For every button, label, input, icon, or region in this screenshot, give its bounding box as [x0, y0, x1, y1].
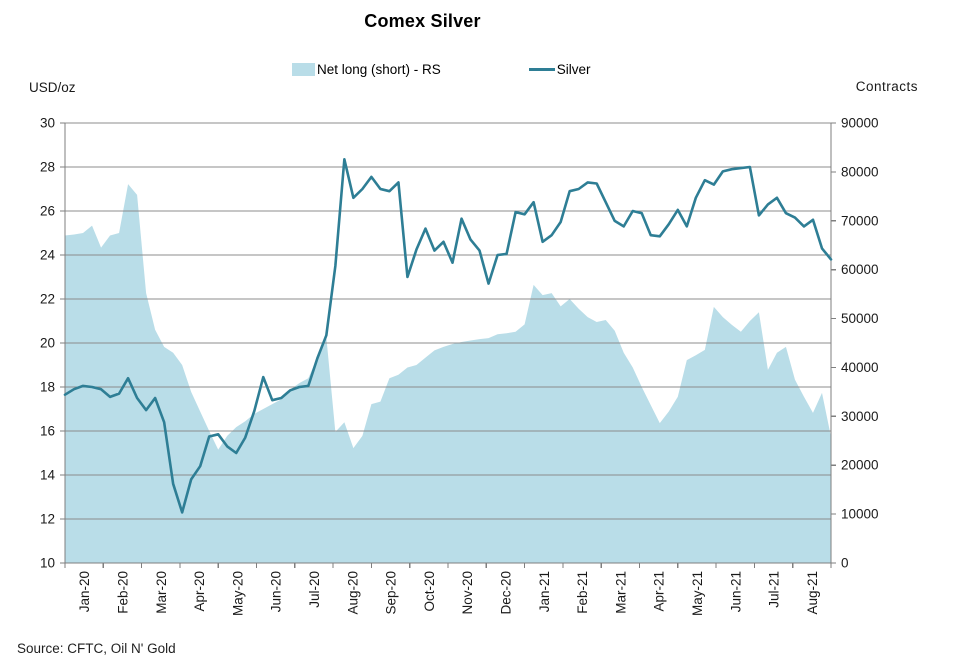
left-axis-tick-label: 10	[40, 556, 55, 571]
legend-item-silver: Silver	[528, 62, 591, 77]
right-axis-title: Contracts	[855, 79, 918, 94]
right-axis-tick-label: 60000	[841, 262, 879, 277]
legend-item-netlong: Net long (short) - RS	[292, 62, 441, 77]
left-axis-tick-label: 16	[40, 424, 55, 439]
right-axis-tick-label: 10000	[841, 507, 879, 522]
legend-label-silver: Silver	[556, 62, 591, 77]
silver-line-series	[63, 158, 833, 514]
left-axis-tick-label: 26	[40, 204, 55, 219]
x-axis-label: Aug-21	[805, 571, 820, 615]
netlong-area-series	[65, 184, 831, 564]
left-axis-tick-label: 14	[40, 468, 56, 483]
legend-label-netlong: Net long (short) - RS	[317, 62, 441, 77]
source-note: Source: CFTC, Oil N' Gold	[17, 641, 176, 656]
right-axis-tick-label: 70000	[841, 213, 879, 228]
area-swatch-icon	[292, 63, 315, 76]
x-axis-label: May-20	[230, 571, 245, 616]
right-axis-tick-label: 0	[841, 556, 849, 571]
x-axis-label: Nov-20	[460, 571, 475, 615]
x-axis-label: Dec-20	[498, 571, 513, 615]
x-axis-label: Jan-20	[77, 571, 92, 612]
right-axis-tick-label: 80000	[841, 164, 879, 179]
x-axis-label: Jun-21	[728, 571, 743, 612]
x-axis-label: Sep-20	[384, 571, 399, 615]
left-axis-tick-label: 22	[40, 292, 55, 307]
right-axis-tick-label: 20000	[841, 458, 879, 473]
x-axis-label: Aug-20	[345, 571, 360, 615]
x-axis-label: Jul-21	[767, 571, 782, 608]
right-axis-tick-label: 30000	[841, 409, 879, 424]
x-axis-label: Feb-20	[115, 571, 130, 614]
x-axis-label: Jun-20	[269, 571, 284, 612]
left-axis-tick-label: 12	[40, 512, 55, 527]
left-axis-tick-label: 24	[40, 248, 56, 263]
right-axis-tick-label: 50000	[841, 311, 879, 326]
chart-legend: Net long (short) - RS Silver	[292, 62, 591, 77]
chart-title: Comex Silver	[364, 11, 481, 31]
x-axis-label: Oct-20	[422, 571, 437, 612]
x-axis-label: Mar-20	[154, 571, 169, 614]
x-axis-label: Apr-21	[652, 571, 667, 612]
left-axis-tick-label: 30	[40, 116, 55, 131]
left-axis-title: USD/oz	[29, 80, 76, 95]
x-axis-label: Jan-21	[537, 571, 552, 612]
line-swatch-icon	[528, 68, 555, 71]
left-axis-tick-label: 18	[40, 380, 55, 395]
x-axis-label: Mar-21	[613, 571, 628, 614]
x-axis-label: May-21	[690, 571, 705, 616]
x-axis-label: Apr-20	[192, 571, 207, 612]
left-axis-tick-label: 20	[40, 336, 55, 351]
right-axis-tick-label: 40000	[841, 360, 879, 375]
right-axis-tick-label: 90000	[841, 116, 879, 131]
left-axis-tick-label: 28	[40, 160, 55, 175]
x-axis-label: Jul-20	[307, 571, 322, 608]
x-axis-label: Feb-21	[575, 571, 590, 614]
